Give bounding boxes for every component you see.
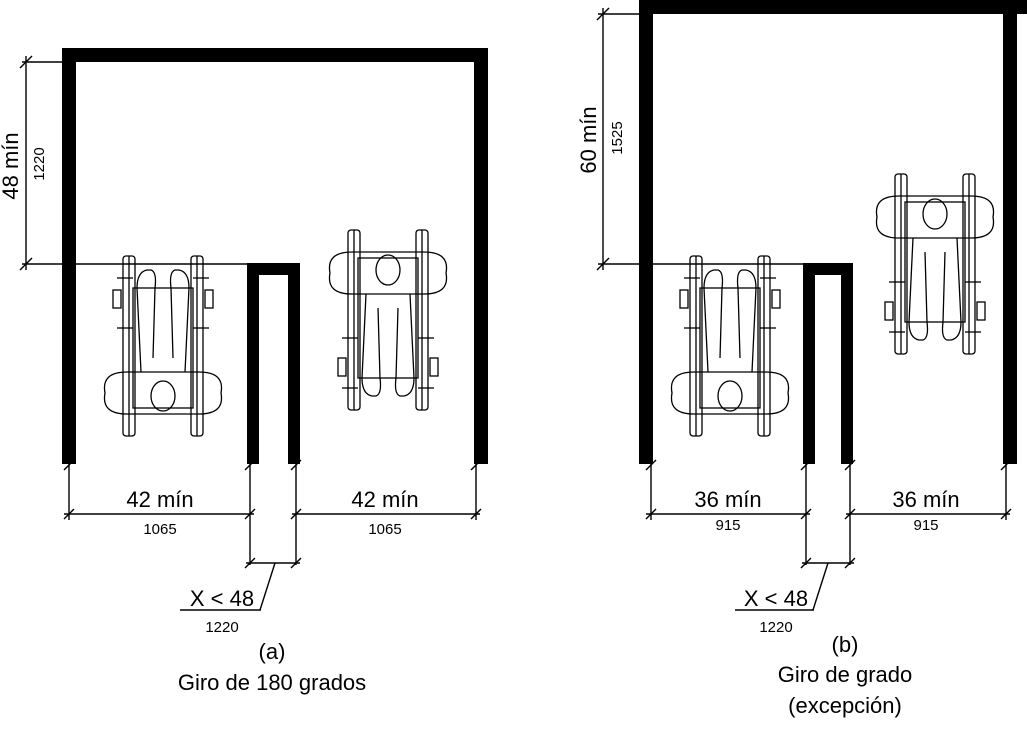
partition-left <box>247 263 259 464</box>
partition-right <box>841 263 853 464</box>
x-label-imperial: X < 48 <box>190 586 254 611</box>
left-width-label-metric: 1065 <box>143 521 176 538</box>
figure-b: 60 mín 1525 36 mín 915 36 mín 915 X < 48… <box>576 0 1027 718</box>
height-label-imperial: 60 mín <box>576 106 601 173</box>
partition-top <box>247 263 300 275</box>
left-width-label-metric: 915 <box>715 517 740 534</box>
height-label-imperial: 48 mín <box>0 132 23 199</box>
right-wall <box>1003 0 1017 464</box>
top-wall <box>62 48 488 62</box>
x-label-metric: 1220 <box>759 619 792 636</box>
height-label-metric: 1525 <box>609 121 626 154</box>
x-label-metric: 1220 <box>205 619 238 636</box>
height-label-metric: 1220 <box>31 147 48 180</box>
caption-letter: (b) <box>832 632 859 657</box>
right-width-label-imperial: 36 mín <box>892 487 959 512</box>
wheelchair-figure-right <box>328 229 448 411</box>
wheelchair-figure-left <box>670 255 790 437</box>
right-width-label-metric: 1065 <box>368 521 401 538</box>
partition-top <box>803 263 853 275</box>
right-width-label-metric: 915 <box>913 517 938 534</box>
left-width-label-imperial: 36 mín <box>694 487 761 512</box>
partition-left <box>803 263 815 464</box>
x-label-imperial: X < 48 <box>744 586 808 611</box>
caption-letter: (a) <box>259 639 286 664</box>
caption-title: Giro de grado <box>778 662 913 687</box>
left-wall <box>639 0 653 464</box>
figure-a: 48 mín 1220 42 mín 1065 42 mín 1065 X < … <box>0 48 488 695</box>
top-wall <box>639 0 1027 14</box>
caption-title: Giro de 180 grados <box>178 670 366 695</box>
wheelchair-figure-right <box>875 173 995 355</box>
right-wall <box>474 48 488 464</box>
partition-right <box>288 263 300 464</box>
right-width-label-imperial: 42 mín <box>351 487 418 512</box>
left-wall <box>62 48 76 464</box>
wheelchair-figure-left <box>103 255 223 437</box>
caption-subtitle: (excepción) <box>788 693 902 718</box>
left-width-label-imperial: 42 mín <box>126 487 193 512</box>
